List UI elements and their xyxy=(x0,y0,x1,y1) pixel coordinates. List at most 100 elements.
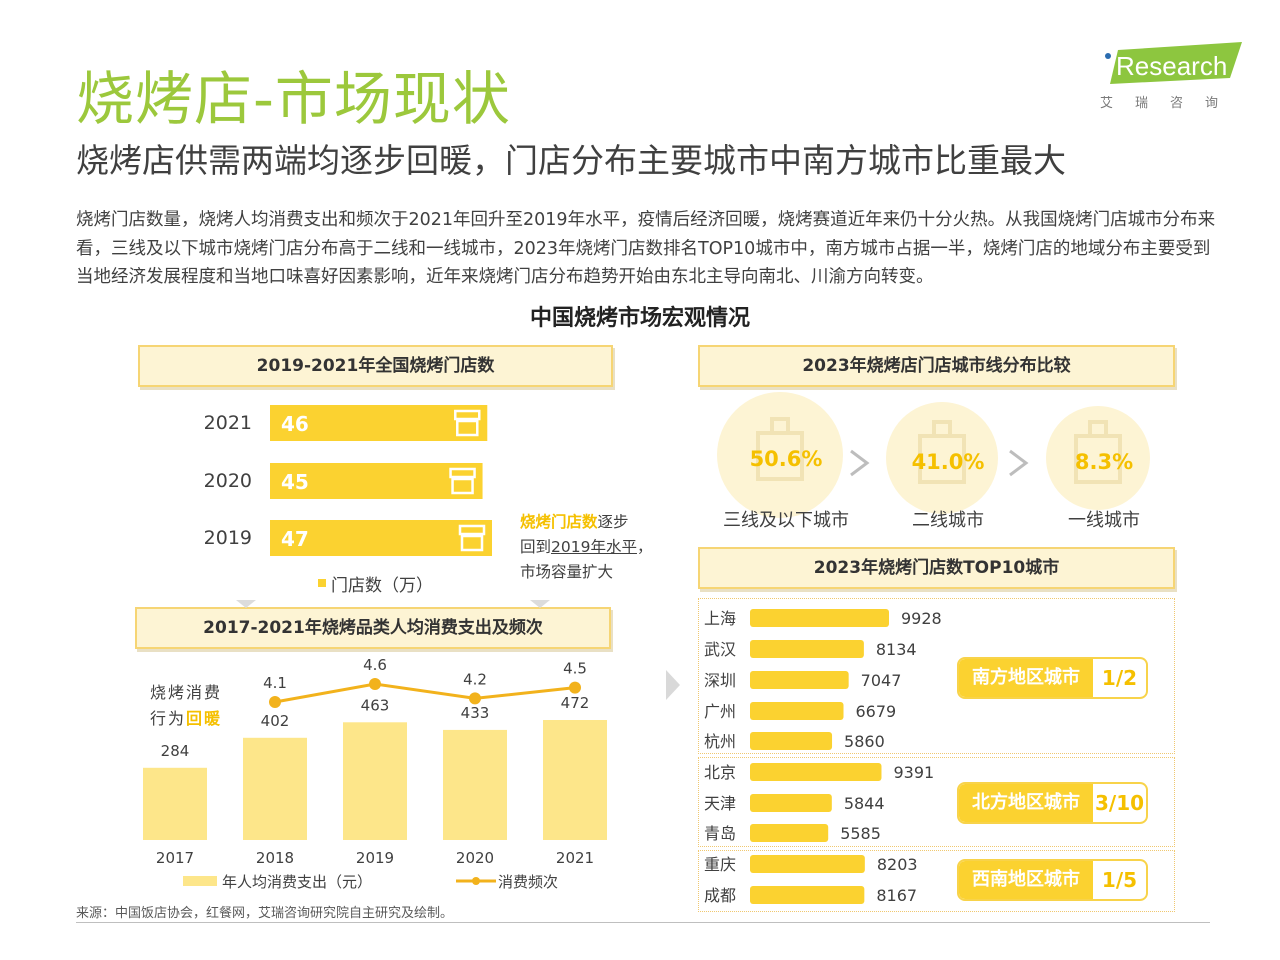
tier-category-label: 一线城市 xyxy=(1068,510,1140,531)
frequency-value-label: 4.2 xyxy=(463,670,487,688)
store-value-label: 46 xyxy=(281,412,309,436)
consumption-year-label: 2018 xyxy=(256,849,294,867)
tier-bubble xyxy=(1046,406,1150,510)
city-bar xyxy=(750,794,832,812)
city-value-label: 5585 xyxy=(840,824,881,843)
city-bar xyxy=(750,855,865,873)
store-year-label: 2020 xyxy=(204,470,252,492)
store-legend-label: 门店数（万） xyxy=(331,576,433,596)
consumption-year-label: 2020 xyxy=(456,849,494,867)
consumption-bar xyxy=(143,767,207,840)
city-bar xyxy=(750,824,829,842)
region-value: 1/2 xyxy=(1101,666,1138,690)
city-label: 杭州 xyxy=(704,732,736,751)
consumption-value-label: 463 xyxy=(361,696,390,714)
intro-paragraph: 烧烤门店数量，烧烤人均消费支出和频次于2021年回升至2019年水平，疫情后经济… xyxy=(76,210,1216,287)
north-city-group xyxy=(698,757,1175,847)
store-icon xyxy=(449,467,476,479)
consumption-bar xyxy=(443,729,507,840)
note-text-1: 逐步 xyxy=(597,513,629,531)
frequency-point xyxy=(569,681,581,694)
tier-value-label: 50.6% xyxy=(750,447,823,471)
southwest-city-group xyxy=(698,850,1175,912)
region-label: 南方地区城市 xyxy=(959,659,1093,697)
tier-category-label: 三线及以下城市 xyxy=(723,510,849,531)
city-value-label: 8134 xyxy=(876,640,917,659)
city-value-label: 7047 xyxy=(861,671,902,690)
city-label: 天津 xyxy=(704,794,736,813)
section-title: 中国烧烤市场宏观情况 xyxy=(529,306,750,331)
city-value-label: 6679 xyxy=(856,702,897,721)
frequency-point xyxy=(269,696,281,708)
consumption-year-label: 2021 xyxy=(556,849,594,867)
building-icon xyxy=(1088,420,1108,438)
logo-chinese: 艾瑞咨询 xyxy=(1100,96,1241,111)
svg-text:i: i xyxy=(1106,52,1112,82)
city-bar xyxy=(750,763,882,781)
legend-label-expense: 年人均消费支出（元） xyxy=(222,873,372,891)
city-value-label: 9928 xyxy=(901,609,942,628)
building-icon xyxy=(932,420,952,438)
stores-note: 烧烤门店数逐步 回到2019年水平， 市场容量扩大 xyxy=(520,510,660,585)
page-subtitle: 烧烤店供需两端均逐步回暖，门店分布主要城市中南方城市比重最大 xyxy=(76,141,1066,180)
region-label: 北方地区城市 xyxy=(959,784,1093,822)
city-bar xyxy=(750,886,865,904)
city-label: 广州 xyxy=(704,702,736,721)
store-year-label: 2019 xyxy=(204,527,252,549)
tier-value-label: 41.0% xyxy=(912,450,985,474)
frequency-line xyxy=(274,682,576,704)
city-value-label: 5860 xyxy=(844,732,885,751)
behavior-highlight: 回暖 xyxy=(186,709,223,728)
flow-arrow xyxy=(666,670,680,700)
note-highlight: 烧烤门店数 xyxy=(520,513,598,531)
consumption-value-label: 433 xyxy=(461,704,490,722)
frequency-value-label: 4.6 xyxy=(363,656,387,674)
tier-comparison-arrow xyxy=(850,449,870,477)
consumption-bar xyxy=(543,720,607,840)
consumption-bar xyxy=(243,737,307,840)
consumption-value-label: 284 xyxy=(161,742,190,760)
store-bar xyxy=(270,463,483,499)
stores-box-header: 2019-2021年全国烧烤门店数 xyxy=(138,345,613,387)
source-note: 来源：中国饭店协会，红餐网，艾瑞咨询研究院自主研究及绘制。 xyxy=(76,906,454,921)
city-label: 成都 xyxy=(704,886,736,905)
tier-value-label: 8.3% xyxy=(1075,450,1133,474)
note-text-2: 回到 xyxy=(520,538,552,556)
region-value: 1/5 xyxy=(1101,868,1138,892)
store-bar xyxy=(270,520,492,556)
tier-category-label: 二线城市 xyxy=(912,510,984,531)
building-icon xyxy=(770,417,790,435)
city-label: 青岛 xyxy=(704,824,736,843)
legend-label-frequency: 消费频次 xyxy=(498,873,558,891)
note-text-3: ， xyxy=(636,538,653,556)
footer-divider xyxy=(76,922,1210,923)
behavior-note: 烧烤消费 行为回暖 xyxy=(150,680,240,732)
behavior-text-1: 烧烤消费 xyxy=(150,683,223,702)
iresearch-logo: i Research xyxy=(1105,42,1242,84)
consumption-box-header: 2017-2021年烧烤品类人均消费支出及频次 xyxy=(135,607,611,649)
city-bar xyxy=(750,732,833,750)
page-title: 烧烤店-市场现状 xyxy=(76,65,511,133)
store-icon xyxy=(460,534,484,552)
city-value-label: 8167 xyxy=(876,886,917,905)
store-value-label: 45 xyxy=(281,470,309,494)
city-label: 重庆 xyxy=(704,855,736,874)
city-bar xyxy=(750,640,864,658)
store-legend-swatch xyxy=(318,579,326,587)
store-year-label: 2021 xyxy=(204,412,252,434)
consumption-value-label: 472 xyxy=(561,694,590,712)
tier-comparison-arrow xyxy=(1009,449,1029,477)
region-badge-southwest: 西南地区城市 1/5 xyxy=(957,859,1148,901)
city-label: 武汉 xyxy=(704,640,736,659)
city-bar xyxy=(750,609,889,627)
legend-marker-frequency xyxy=(472,877,480,885)
region-badge-north: 北方地区城市 3/10 xyxy=(957,782,1148,824)
store-icon xyxy=(456,419,479,437)
store-icon xyxy=(451,477,474,495)
consumption-year-label: 2019 xyxy=(356,849,394,867)
region-badge-south: 南方地区城市 1/2 xyxy=(957,657,1148,699)
city-bar xyxy=(750,702,844,720)
frequency-point xyxy=(369,678,381,690)
consumption-value-label: 402 xyxy=(261,712,290,730)
